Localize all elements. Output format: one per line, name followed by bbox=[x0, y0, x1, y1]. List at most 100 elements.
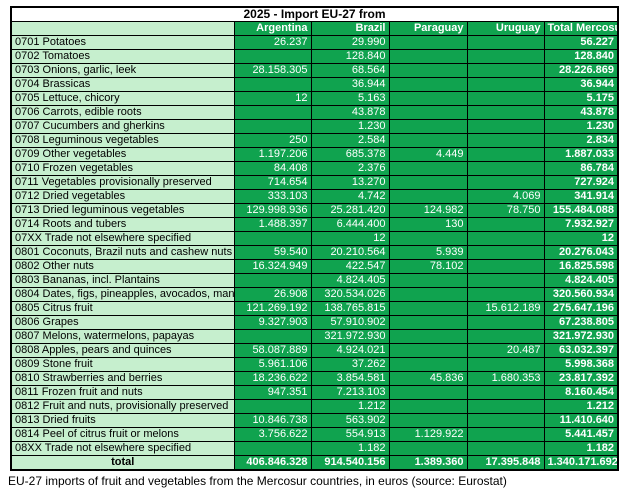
cell-paraguay bbox=[388, 189, 468, 204]
cell-total-mercosur: 5.175 bbox=[543, 91, 619, 106]
cell-total-mercosur: 11.410.640 bbox=[543, 413, 619, 428]
cell-uruguay bbox=[466, 63, 545, 78]
row-label: 0807 Melons, watermelons, papayas bbox=[10, 329, 235, 344]
cell-total-mercosur: 4.824.405 bbox=[543, 273, 619, 288]
cell-paraguay bbox=[388, 413, 468, 428]
cell-total-mercosur: 16.825.598 bbox=[543, 259, 619, 274]
cell-uruguay bbox=[466, 175, 545, 190]
cell-total-mercosur: 275.647.196 bbox=[543, 301, 619, 316]
cell-brazil: 7.213.103 bbox=[310, 385, 390, 400]
cell-argentina bbox=[233, 399, 312, 414]
row-label: 0711 Vegetables provisionally preserved bbox=[10, 175, 235, 190]
cell-argentina bbox=[233, 441, 312, 456]
cell-uruguay bbox=[466, 329, 545, 344]
cell-argentina: 26.908 bbox=[233, 287, 312, 302]
cell-argentina: 714.654 bbox=[233, 175, 312, 190]
cell-argentina: 3.756.622 bbox=[233, 427, 312, 442]
table-row: 0710 Frozen vegetables 84.408 2.376 86.784 bbox=[10, 161, 619, 176]
cell-brazil: 321.972.930 bbox=[310, 329, 390, 344]
row-label: 0708 Leguminous vegetables bbox=[10, 133, 235, 148]
cell-paraguay bbox=[388, 273, 468, 288]
cell-paraguay: 4.449 bbox=[388, 147, 468, 162]
cell-argentina: 28.158.305 bbox=[233, 63, 312, 78]
row-label: 0812 Fruit and nuts, provisionally prese… bbox=[10, 399, 235, 414]
cell-total-mercosur: 23.817.392 bbox=[543, 371, 619, 386]
cell-paraguay: 130 bbox=[388, 217, 468, 232]
cell-uruguay bbox=[466, 245, 545, 260]
cell-brazil: 13.270 bbox=[310, 175, 390, 190]
caption: EU-27 imports of fruit and vegetables fr… bbox=[8, 474, 507, 488]
cell-total-mercosur: 128.840 bbox=[543, 49, 619, 64]
cell-brazil: 12 bbox=[310, 231, 390, 246]
cell-argentina: 58.087.889 bbox=[233, 343, 312, 358]
cell-argentina: 333.103 bbox=[233, 189, 312, 204]
cell-uruguay bbox=[466, 385, 545, 400]
row-label: 0706 Carrots, edible roots bbox=[10, 105, 235, 120]
row-label: 0814 Peel of citrus fruit or melons bbox=[10, 427, 235, 442]
cell-brazil: 128.840 bbox=[310, 49, 390, 64]
cell-brazil: 138.765.815 bbox=[310, 301, 390, 316]
cell-uruguay bbox=[466, 441, 545, 456]
row-label: 0813 Dried fruits bbox=[10, 413, 235, 428]
cell-uruguay bbox=[466, 231, 545, 246]
table-row: 0805 Citrus fruit 121.269.192 138.765.815 1… bbox=[10, 301, 619, 316]
cell-argentina bbox=[233, 49, 312, 64]
row-label: 0810 Strawberries and berries bbox=[10, 371, 235, 386]
cell-uruguay bbox=[466, 413, 545, 428]
cell-uruguay: 15.612.189 bbox=[466, 301, 545, 316]
cell-argentina bbox=[233, 77, 312, 92]
cell-paraguay bbox=[388, 301, 468, 316]
cell-brazil: 422.547 bbox=[310, 259, 390, 274]
cell-uruguay bbox=[466, 287, 545, 302]
total-cell-total-mercosur: 1.340.171.692 bbox=[543, 455, 619, 471]
table-row: 0711 Vegetables provisionally preserved 7… bbox=[10, 175, 619, 190]
cell-argentina: 18.236.622 bbox=[233, 371, 312, 386]
table-row: 0804 Dates, figs, pineapples, avocados, … bbox=[10, 287, 619, 302]
cell-argentina: 10.846.738 bbox=[233, 413, 312, 428]
cell-brazil: 320.534.026 bbox=[310, 287, 390, 302]
cell-paraguay: 124.982 bbox=[388, 203, 468, 218]
cell-uruguay bbox=[466, 161, 545, 176]
cell-uruguay bbox=[466, 133, 545, 148]
cell-paraguay bbox=[388, 63, 468, 78]
cell-paraguay: 78.102 bbox=[388, 259, 468, 274]
cell-uruguay bbox=[466, 147, 545, 162]
cell-paraguay bbox=[388, 175, 468, 190]
cell-uruguay: 4.069 bbox=[466, 189, 545, 204]
cell-brazil: 3.854.581 bbox=[310, 371, 390, 386]
cell-argentina bbox=[233, 105, 312, 120]
row-label: 0701 Potatoes bbox=[10, 35, 235, 50]
table-row: 0802 Other nuts 16.324.949 422.547 78.102 16… bbox=[10, 259, 619, 274]
cell-paraguay bbox=[388, 119, 468, 134]
cell-uruguay bbox=[466, 217, 545, 232]
row-label: 0702 Tomatoes bbox=[10, 49, 235, 64]
cell-paraguay bbox=[388, 35, 468, 50]
cell-uruguay: 1.680.353 bbox=[466, 371, 545, 386]
cell-paraguay bbox=[388, 385, 468, 400]
cell-total-mercosur: 63.032.397 bbox=[543, 343, 619, 358]
cell-argentina: 121.269.192 bbox=[233, 301, 312, 316]
cell-brazil: 4.824.405 bbox=[310, 273, 390, 288]
cell-argentina: 59.540 bbox=[233, 245, 312, 260]
cell-argentina bbox=[233, 273, 312, 288]
cell-total-mercosur: 5.998.368 bbox=[543, 357, 619, 372]
cell-paraguay: 5.939 bbox=[388, 245, 468, 260]
cell-argentina: 5.961.106 bbox=[233, 357, 312, 372]
total-cell-argentina: 406.846.328 bbox=[233, 455, 312, 471]
cell-brazil: 6.444.400 bbox=[310, 217, 390, 232]
table-row: 0704 Brassicas 36.944 36.944 bbox=[10, 77, 619, 92]
cell-paraguay bbox=[388, 357, 468, 372]
table-row: 0712 Dried vegetables 333.103 4.742 4.069 34… bbox=[10, 189, 619, 204]
total-cell-paraguay: 1.389.360 bbox=[388, 455, 468, 471]
cell-total-mercosur: 2.834 bbox=[543, 133, 619, 148]
cell-total-mercosur: 1.887.033 bbox=[543, 147, 619, 162]
cell-total-mercosur: 86.784 bbox=[543, 161, 619, 176]
table-row: 0808 Apples, pears and quinces 58.087.889… bbox=[10, 343, 619, 358]
table-row: 0806 Grapes 9.327.903 57.910.902 67.238.805 bbox=[10, 315, 619, 330]
total-cell-uruguay: 17.395.848 bbox=[466, 455, 545, 471]
column-header-row: Argentina Brazil Paraguay Uruguay Total … bbox=[10, 21, 619, 36]
cell-brazil: 4.924.021 bbox=[310, 343, 390, 358]
row-label: 0808 Apples, pears and quinces bbox=[10, 343, 235, 358]
cell-total-mercosur: 155.484.088 bbox=[543, 203, 619, 218]
